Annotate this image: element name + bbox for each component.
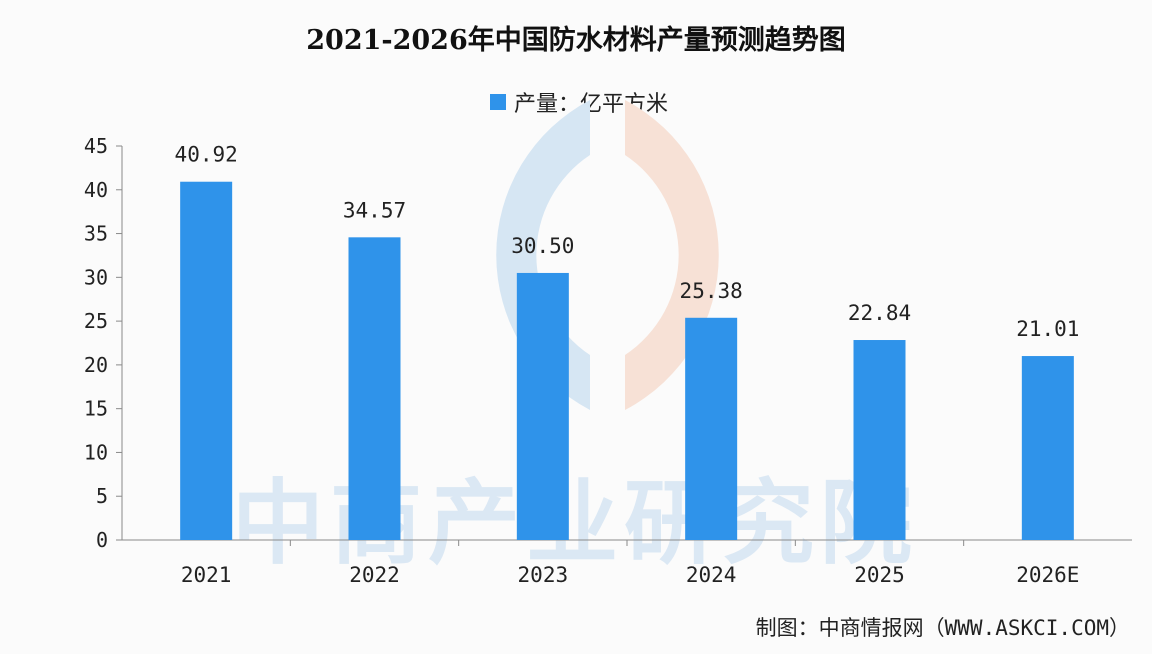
y-tick-label: 5 [96,484,108,508]
y-tick-label: 25 [84,309,108,333]
x-tick-label: 2026E [1016,563,1079,587]
data-label: 25.38 [680,279,743,303]
x-tick-label: 2024 [686,563,737,587]
bar [1021,356,1074,540]
bar [853,340,906,540]
watermark-logo: 中商产业研究院 [232,100,918,577]
legend: 产量：亿平方米 [490,86,668,118]
footer-label: 制图： [755,616,819,640]
chart-title: 2021-2026年中国防水材料产量预测趋势图 [306,25,846,56]
watermark-text: 中商产业研究院 [232,470,918,577]
data-label: 34.57 [343,198,406,222]
bar [348,237,401,541]
y-tick-label: 30 [84,265,108,289]
y-tick-label: 45 [84,134,108,158]
data-label: 40.92 [175,143,238,167]
y-tick-label: 0 [96,528,108,552]
bar [685,317,738,540]
y-tick-label: 10 [84,440,108,464]
x-tick-label: 2025 [854,563,905,587]
data-label: 22.84 [848,301,911,325]
legend-swatch [490,94,506,110]
x-tick-label: 2023 [518,563,569,587]
x-tick-label: 2022 [349,563,400,587]
data-label: 30.50 [511,234,574,258]
footer-text: 中商情报网（WWW.ASKCI.COM） [818,616,1130,640]
source-footer: 制图：中商情报网（WWW.ASKCI.COM） [756,612,1130,642]
bar [516,272,569,540]
bars: 40.92 2021 34.57 2022 30.50 2023 25.38 2024 22.8… [175,143,1080,587]
bar [180,181,233,541]
y-tick-label: 15 [84,397,108,421]
axes: 0 5 10 15 20 25 30 35 40 45 [84,134,1132,552]
y-tick-label: 20 [84,353,108,377]
y-tick-label: 40 [84,178,108,202]
y-tick-label: 35 [84,222,108,246]
data-label: 21.01 [1016,317,1079,341]
x-tick-label: 2021 [181,563,232,587]
